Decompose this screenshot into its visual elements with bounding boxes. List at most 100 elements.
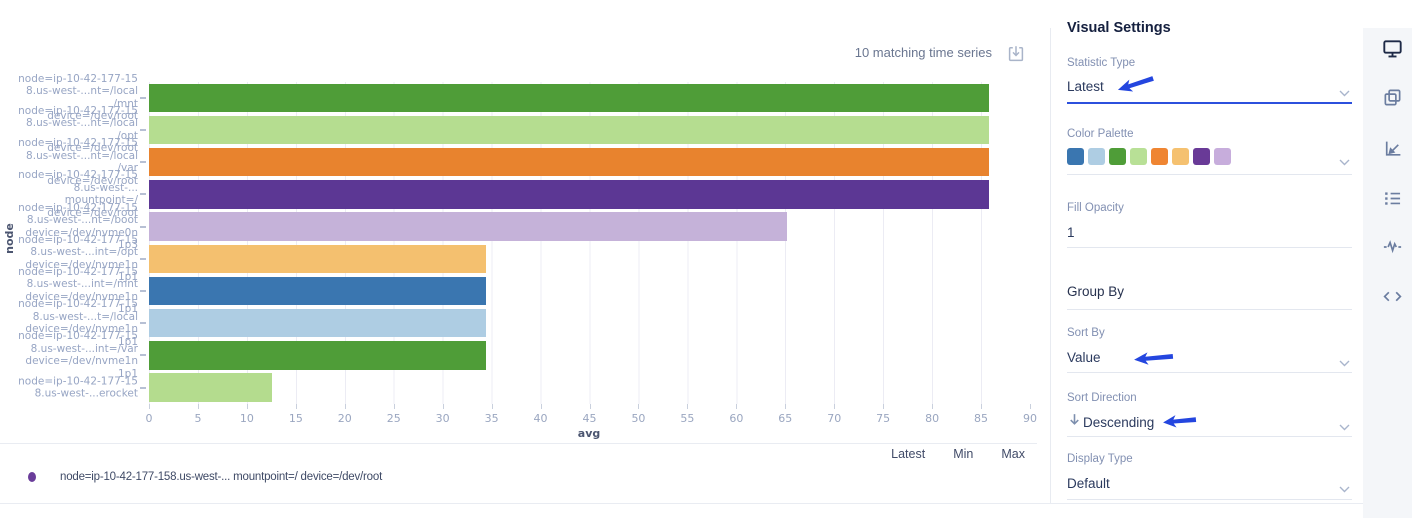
- x-tick-mark: [491, 404, 493, 409]
- x-tick-mark: [246, 404, 248, 409]
- sort-by-value: Value: [1067, 350, 1101, 365]
- bar-chart-plot-area: [149, 82, 1030, 404]
- color-palette-label: Color Palette: [1067, 128, 1134, 140]
- x-tick-mark: [883, 404, 885, 409]
- legend-col-max: Max: [1001, 447, 1025, 461]
- y-tick-mark: [140, 225, 146, 228]
- x-tick-mark: [736, 404, 738, 409]
- y-tick-mark: [140, 322, 146, 325]
- panel-bottom-border: [0, 503, 1412, 504]
- fill-opacity-input[interactable]: 1: [1067, 225, 1075, 240]
- settings-left-border: [1050, 28, 1051, 503]
- x-tick-mark: [981, 404, 983, 409]
- y-tick-mark: [140, 193, 146, 196]
- color-palette-select[interactable]: [1067, 148, 1231, 165]
- x-tick-label: 35: [484, 412, 499, 425]
- y-tick-mark: [140, 257, 146, 260]
- display-type-label: Display Type: [1067, 453, 1133, 465]
- x-tick-mark: [344, 404, 346, 409]
- arrow-down-icon: [1067, 412, 1082, 432]
- x-tick-mark: [393, 404, 395, 409]
- visual-settings-panel: Visual Settings Statistic Type Latest Co…: [1050, 0, 1363, 503]
- bar[interactable]: [149, 180, 989, 209]
- y-tick-mark: [140, 386, 146, 389]
- sort-direction-underline: [1067, 436, 1352, 437]
- settings-title: Visual Settings: [1067, 20, 1171, 36]
- palette-swatch: [1172, 148, 1189, 165]
- bar[interactable]: [149, 212, 788, 241]
- y-tick-label: node=ip-10-42-177-15 8.us-west-...int=/mn…: [18, 265, 138, 316]
- x-tick-mark: [687, 404, 689, 409]
- x-tick-label: 85: [974, 412, 989, 425]
- chevron-down-icon: [1339, 480, 1350, 498]
- bar[interactable]: [149, 276, 486, 306]
- x-tick-label: 70: [827, 412, 842, 425]
- palette-swatch: [1109, 148, 1126, 165]
- chart-panel: 10 matching time series node=ip-10-42-17…: [0, 44, 1037, 483]
- series-color-dot: [28, 472, 36, 482]
- y-tick-label: node=ip-10-42-177-15 8.us-west-...nt=/boo…: [18, 201, 138, 252]
- sort-by-label: Sort By: [1067, 327, 1105, 339]
- x-tick-mark: [197, 404, 199, 409]
- bar[interactable]: [149, 115, 989, 145]
- panels-icon[interactable]: [1382, 87, 1403, 108]
- statistic-type-underline: [1067, 102, 1352, 104]
- list-icon[interactable]: [1382, 188, 1403, 209]
- x-tick-label: 50: [631, 412, 646, 425]
- legend-separator: [0, 443, 1037, 444]
- axes-icon[interactable]: [1382, 138, 1403, 159]
- statistic-type-value: Latest: [1067, 79, 1104, 94]
- y-axis-title: node: [2, 223, 16, 254]
- x-tick-mark: [834, 404, 836, 409]
- chevron-down-icon: [1339, 418, 1350, 436]
- sort-direction-select[interactable]: Descending: [1067, 412, 1154, 432]
- bar[interactable]: [149, 308, 486, 338]
- display-type-underline: [1067, 499, 1352, 500]
- x-tick-mark: [295, 404, 297, 409]
- code-icon[interactable]: [1382, 286, 1403, 307]
- y-tick-label: node=ip-10-42-177-15 8.us-west-...t=/loca…: [18, 298, 138, 348]
- x-tick-mark: [149, 404, 150, 409]
- palette-swatch: [1214, 148, 1231, 165]
- y-tick-label: node=ip-10-42-177-15 8.us-west-...nt=/loc…: [18, 104, 138, 155]
- chevron-down-icon: [1339, 84, 1350, 102]
- legend-item[interactable]: node=ip-10-42-177-158.us-west-... mountp…: [28, 471, 382, 483]
- y-tick-label: node=ip-10-42-177-15 8.us-west-...nt=/loc…: [18, 137, 138, 187]
- pulse-icon[interactable]: [1382, 236, 1403, 257]
- x-tick-label: 55: [680, 412, 695, 425]
- x-tick-label: 90: [1023, 412, 1037, 425]
- color-palette-underline: [1067, 174, 1352, 175]
- x-tick-mark: [1030, 404, 1031, 409]
- x-tick-mark: [638, 404, 640, 409]
- x-tick-mark: [540, 404, 542, 409]
- chevron-down-icon: [1339, 354, 1350, 372]
- fill-opacity-label: Fill Opacity: [1067, 202, 1124, 214]
- sort-direction-label: Sort Direction: [1067, 392, 1137, 404]
- x-tick-label: 5: [194, 412, 202, 425]
- bar[interactable]: [149, 147, 989, 177]
- display-type-value: Default: [1067, 476, 1110, 491]
- x-tick-label: 25: [386, 412, 401, 425]
- x-tick-label: 45: [582, 412, 597, 425]
- y-tick-mark: [140, 354, 146, 357]
- statistic-type-label: Statistic Type: [1067, 57, 1136, 69]
- x-tick-mark: [442, 404, 444, 409]
- x-tick-label: 0: [145, 412, 153, 425]
- x-axis-title: avg: [577, 427, 601, 440]
- bar[interactable]: [149, 83, 989, 112]
- fill-opacity-underline: [1067, 247, 1352, 248]
- bar[interactable]: [149, 341, 486, 370]
- group-by-input[interactable]: [1067, 309, 1352, 310]
- x-tick-label: 80: [925, 412, 940, 425]
- bar[interactable]: [149, 244, 486, 273]
- monitor-icon[interactable]: [1382, 38, 1403, 59]
- matching-series-count: 10 matching time series: [854, 45, 992, 60]
- y-tick-mark: [140, 96, 146, 99]
- bar[interactable]: [149, 373, 273, 402]
- download-icon[interactable]: [1006, 44, 1026, 64]
- legend-column-headers: Latest Min Max: [891, 447, 1025, 461]
- y-tick-mark: [140, 161, 146, 164]
- x-tick-label: 30: [435, 412, 450, 425]
- palette-swatch: [1151, 148, 1168, 165]
- x-tick-label: 75: [876, 412, 891, 425]
